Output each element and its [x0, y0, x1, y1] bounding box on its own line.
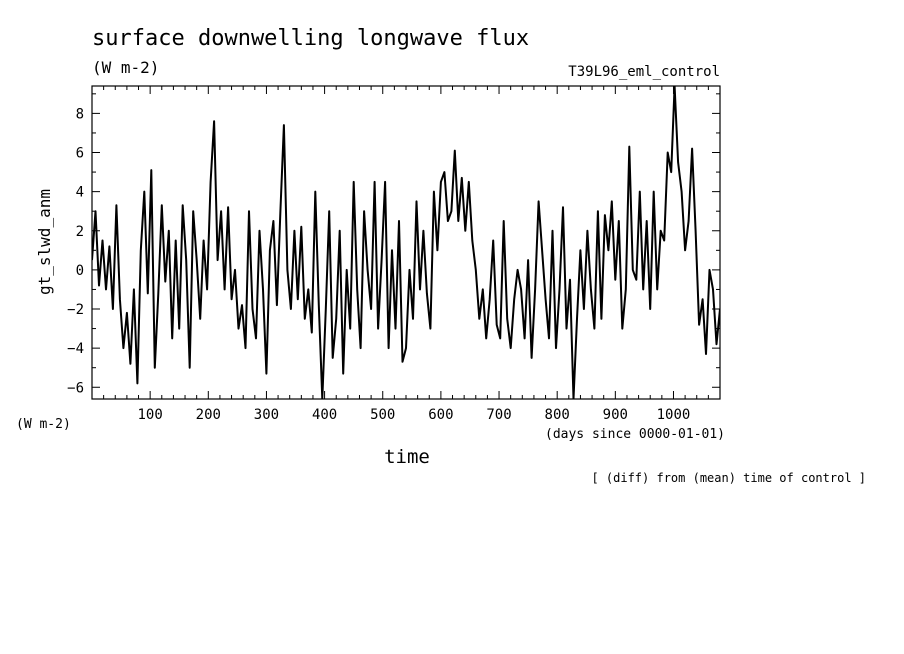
y-tick-label: 6	[76, 146, 84, 162]
y-tick-label: −6	[67, 380, 84, 396]
y-tick-label: 4	[76, 185, 84, 201]
x-tick-label: 900	[603, 407, 628, 423]
x-tick-label: 700	[486, 407, 511, 423]
x-tick-label: 400	[312, 407, 337, 423]
x-tick-label: 100	[137, 407, 162, 423]
x-tick-label: 1000	[657, 407, 691, 423]
x-tick-label: 300	[254, 407, 279, 423]
x-axis-units: (days since 0000-01-01)	[545, 427, 725, 442]
experiment-label: T39L96_eml_control	[568, 64, 720, 80]
chart-note: [ (diff) from (mean) time of control ]	[591, 471, 866, 485]
y-axis-units: (W m-2)	[16, 417, 71, 432]
chart-units: (W m-2)	[92, 58, 159, 77]
x-tick-label: 500	[370, 407, 395, 423]
series-group	[92, 86, 720, 399]
x-tick-labels: 100 200 300 400 500 600 700 800 900 1000	[137, 407, 690, 423]
series-line	[92, 86, 720, 399]
tick-marks	[92, 86, 720, 399]
y-tick-label: −2	[67, 302, 84, 318]
y-tick-label: −4	[67, 341, 84, 357]
x-tick-label: 800	[545, 407, 570, 423]
x-axis-label: time	[384, 446, 430, 468]
x-tick-label: 600	[428, 407, 453, 423]
y-axis-label: gt_slwd_anm	[35, 189, 54, 295]
y-tick-label: 0	[76, 263, 84, 279]
x-tick-label: 200	[196, 407, 221, 423]
y-tick-label: 8	[76, 106, 84, 122]
y-tick-labels: −6 −4 −2 0 2 4 6 8	[67, 106, 84, 396]
y-tick-label: 2	[76, 224, 84, 240]
chart-title: surface downwelling longwave flux	[92, 26, 529, 51]
